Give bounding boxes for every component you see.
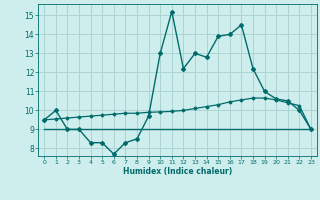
X-axis label: Humidex (Indice chaleur): Humidex (Indice chaleur) (123, 167, 232, 176)
